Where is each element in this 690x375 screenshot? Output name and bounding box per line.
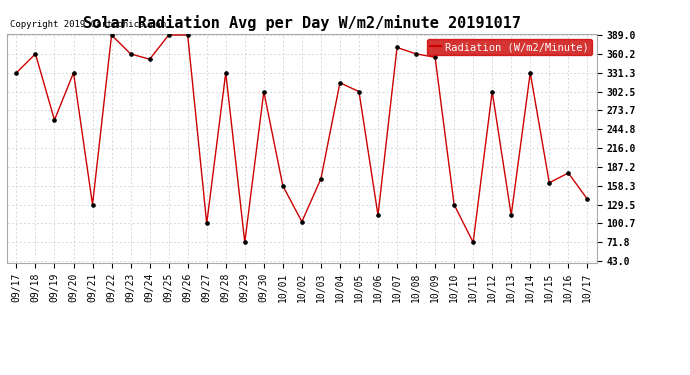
Text: Copyright 2019 Cartronics.com: Copyright 2019 Cartronics.com (10, 20, 166, 29)
Title: Solar Radiation Avg per Day W/m2/minute 20191017: Solar Radiation Avg per Day W/m2/minute … (83, 15, 521, 31)
Legend: Radiation (W/m2/Minute): Radiation (W/m2/Minute) (427, 39, 591, 55)
